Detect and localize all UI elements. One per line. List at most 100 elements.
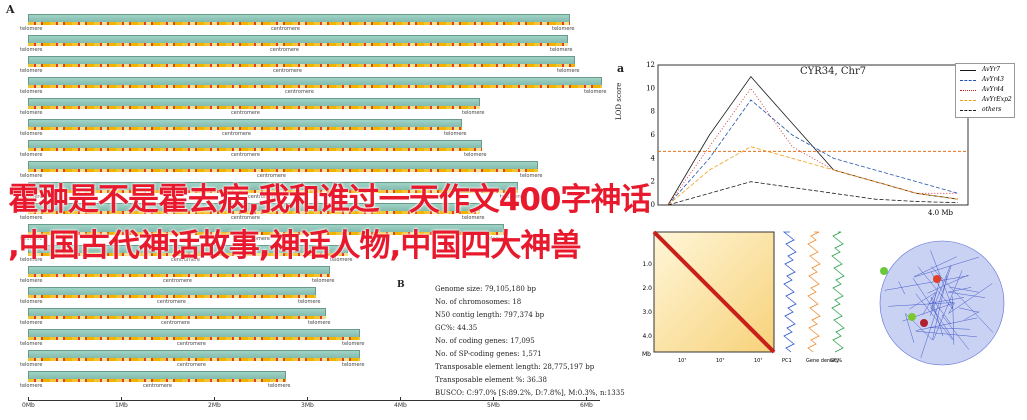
centromere-label: centromere <box>222 131 251 137</box>
chromosome-row: centromere telomere telomere <box>20 203 484 221</box>
hic-ytick-label: 4.0 <box>642 333 652 340</box>
chromatin-strand <box>888 302 955 307</box>
telomere-label: telomere <box>298 299 321 305</box>
chromatin-strand <box>915 293 953 340</box>
legend-item: others <box>960 105 1014 115</box>
lod-series-line <box>667 146 959 206</box>
hic-xtick-label: 10⁷ <box>678 358 686 364</box>
centromere-label: centromere <box>270 47 299 53</box>
x-axis-tick-mark <box>121 397 122 401</box>
legend-swatch <box>960 110 976 111</box>
hic-track-label: PC1 <box>782 358 792 364</box>
lod-ytick-label: 4 <box>651 154 656 162</box>
highlighted-locus <box>908 313 916 321</box>
hic-xtick-label: 10⁷ <box>754 358 762 364</box>
chromatin-strand <box>932 275 948 341</box>
lod-ytick-label: 6 <box>651 131 656 139</box>
chromosome-row: centromere telomere telomere <box>20 140 486 158</box>
x-axis-tick-label: 1Mb <box>115 402 128 409</box>
chromosome-row: centromere telomere telomere <box>20 350 364 368</box>
telomere-label: telomere <box>444 131 467 137</box>
chromatin-strand <box>917 266 953 310</box>
lod-ytick-label: 12 <box>646 61 655 69</box>
legend-label: AvYr7 <box>982 66 1001 73</box>
gene-density-track <box>28 253 348 256</box>
chromosome-row: centromere telomere telomere <box>20 266 334 284</box>
hic-side-track <box>831 231 845 353</box>
gene-density-track <box>28 211 480 214</box>
chromatin-strand <box>914 256 957 277</box>
genome-stat-line: Transposable element length: 28,775,197 … <box>435 363 595 371</box>
chromatin-strand <box>930 250 954 309</box>
lod-series-line <box>667 76 959 206</box>
telomere-label: telomere <box>584 89 607 95</box>
telomere-label: telomere <box>500 194 523 200</box>
chromosome-row: centromere telomere telomere <box>20 371 290 389</box>
hic-ytick-label: 3.0 <box>642 309 652 316</box>
chromatin-strand <box>909 292 936 310</box>
lod-ytick-label: 2 <box>651 178 655 186</box>
telomere-label: telomere <box>308 320 331 326</box>
x-axis-line <box>28 400 600 401</box>
chromatin-strand <box>930 296 952 325</box>
telomere-label: telomere <box>550 47 573 53</box>
telomere-label: telomere <box>20 47 43 53</box>
x-axis-tick-label: 4Mb <box>394 402 407 409</box>
genome-3d-structure <box>879 240 1005 366</box>
chromatin-strand <box>931 291 937 310</box>
hic-ytick-label: 2.0 <box>642 285 652 292</box>
chromatin-strand <box>948 302 955 314</box>
telomere-label: telomere <box>20 194 43 200</box>
chromosome-row: centromere telomere telomere <box>20 182 522 200</box>
centromere-label: centromere <box>177 362 206 368</box>
chromosome-row: centromere telomere telomere <box>20 119 466 137</box>
chromatin-strand <box>912 277 954 340</box>
lod-plot: 12 10 8 6 4 2 0 4.0 Mb <box>646 61 969 215</box>
x-axis-tick-label: 0Mb <box>22 402 35 409</box>
telomere-label: telomere <box>552 26 575 32</box>
chromatin-strand <box>928 327 970 330</box>
legend-item: AvYr44 <box>960 85 1014 95</box>
chromosome-row: centromere telomere telomere <box>20 224 508 242</box>
legend-item: AvYr7 <box>960 65 1014 75</box>
telomere-label: telomere <box>312 278 335 284</box>
chromosome-row: centromere telomere telomere <box>20 77 606 95</box>
centromere-label: centromere <box>163 278 192 284</box>
panel-a-label: A <box>6 3 15 16</box>
centromere-label: centromere <box>231 215 260 221</box>
x-axis-tick-mark <box>214 397 215 401</box>
highlighted-locus <box>920 319 928 327</box>
chromatin-strand <box>958 307 980 313</box>
telomere-label: telomere <box>20 131 43 137</box>
lod-series-line <box>667 181 959 206</box>
hic-track-label: GC% <box>830 358 842 364</box>
legend-label: AvYr43 <box>982 76 1004 83</box>
x-axis-tick-label: 2Mb <box>208 402 221 409</box>
lod-title: CYR34, Chr7 <box>800 66 867 77</box>
chromatin-strand <box>913 256 979 278</box>
lod-xtick-label: 4.0 Mb <box>928 209 954 215</box>
legend-item: AvYr43 <box>960 75 1014 85</box>
centromere-label: centromere <box>171 257 200 263</box>
chromosome-row: centromere telomere telomere <box>20 14 574 32</box>
gene-density-track <box>28 85 602 88</box>
telomere-label: telomere <box>20 236 43 242</box>
gene-density-track <box>28 148 482 151</box>
chromatin-strand <box>930 266 994 333</box>
chromatin-strand <box>952 296 955 345</box>
chromosome-row: centromere telomere telomere <box>20 98 484 116</box>
telomere-label: telomere <box>20 68 43 74</box>
chromatin-strand <box>898 281 906 295</box>
telomere-label: telomere <box>20 278 43 284</box>
gene-density-track <box>28 190 518 193</box>
lod-ytick-label: 0 <box>651 201 655 209</box>
gene-density-track <box>28 232 504 235</box>
telomere-label: telomere <box>20 152 43 158</box>
telomere-label: telomere <box>20 89 43 95</box>
telomere-label: telomere <box>20 257 43 263</box>
hic-track-label: Gene density <box>806 358 839 364</box>
legend-item: AvYrExp2 <box>960 95 1014 105</box>
telomere-label: telomere <box>20 26 43 32</box>
telomere-label: telomere <box>20 173 43 179</box>
x-axis-tick-label: 3Mb <box>301 402 314 409</box>
